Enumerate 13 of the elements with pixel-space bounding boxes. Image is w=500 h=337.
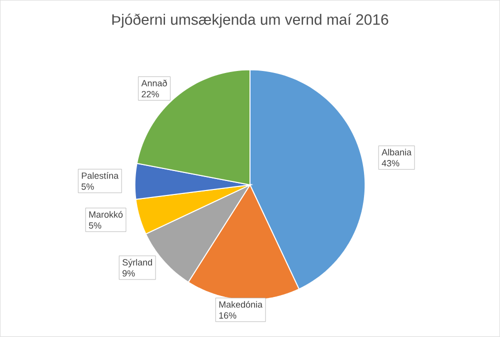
- slice-label: Palestína: [82, 172, 119, 179]
- chart-title: Þjóðerni umsækjenda um vernd maí 2016: [112, 14, 388, 28]
- slice-label: Marokkó: [89, 211, 123, 218]
- data-label: 5%: [82, 184, 94, 190]
- slice-label: Sýrland: [122, 258, 152, 268]
- data-label: 22%: [142, 91, 159, 98]
- data-label: 43%: [382, 160, 400, 166]
- data-label: 16%: [219, 312, 236, 319]
- slice-label: Albania: [382, 148, 412, 156]
- data-label: 5%: [88, 222, 102, 229]
- slice-label: Makedónia: [219, 301, 263, 308]
- data-label: 9%: [122, 270, 135, 277]
- slice-label: Annað: [141, 80, 167, 86]
